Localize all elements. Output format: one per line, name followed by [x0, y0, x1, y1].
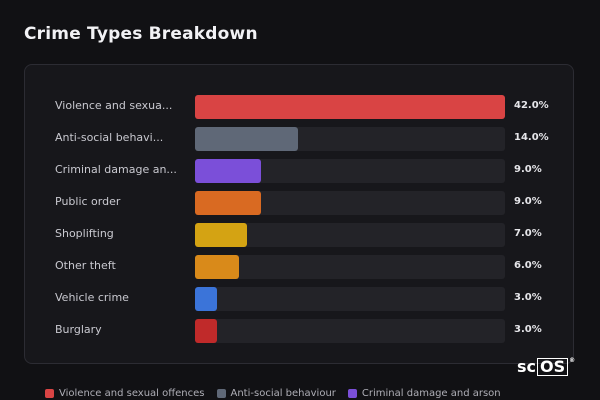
bar — [195, 127, 299, 151]
bar — [195, 159, 262, 183]
legend-item: Anti-social behaviour — [216, 387, 336, 400]
bar — [195, 95, 505, 119]
legend-label: Anti-social behaviour — [230, 388, 336, 399]
bar — [195, 287, 218, 311]
bar-value-label: 6.0% — [514, 260, 542, 271]
legend-label: Criminal damage and arson — [361, 388, 501, 399]
bar-track — [195, 191, 505, 215]
bar-track — [195, 223, 505, 247]
legend-swatch — [216, 389, 226, 398]
bar-row: Anti-social behavi... 14.0% — [25, 127, 575, 153]
bar-row: Shoplifting 7.0% — [25, 223, 575, 249]
bar-track — [195, 95, 505, 119]
bar-category-label: Criminal damage an... — [55, 163, 177, 176]
chart-card: Violence and sexua... 42.0% Anti-social be… — [24, 64, 574, 364]
bar — [195, 223, 247, 247]
legend-swatch — [347, 389, 357, 398]
scos-logo: sc OS ® — [517, 357, 575, 376]
bar-track — [195, 127, 505, 151]
legend-item: Violence and sexual offences — [45, 387, 205, 400]
bar-value-label: 9.0% — [514, 164, 542, 175]
bar-category-label: Shoplifting — [55, 227, 114, 240]
legend-label: Violence and sexual offences — [59, 388, 205, 399]
bar-value-label: 9.0% — [514, 196, 542, 207]
bar-category-label: Burglary — [55, 323, 102, 336]
bar-row: Vehicle crime 3.0% — [25, 287, 575, 313]
logo-text-os: OS — [537, 357, 569, 376]
bar-row: Criminal damage an... 9.0% — [25, 159, 575, 185]
bar — [195, 255, 240, 279]
bar-row: Other theft 6.0% — [25, 255, 575, 281]
bar-row: Public order 9.0% — [25, 191, 575, 217]
bar-category-label: Public order — [55, 195, 121, 208]
bar-value-label: 42.0% — [514, 100, 549, 111]
legend-item: Criminal damage and arson — [347, 387, 501, 400]
bar — [195, 319, 218, 343]
logo-registered-mark: ® — [569, 357, 576, 364]
bar-row: Violence and sexua... 42.0% — [25, 95, 575, 121]
bar — [195, 191, 262, 215]
legend-swatch — [45, 389, 54, 398]
bar-value-label: 3.0% — [514, 292, 542, 303]
bar-row: Burglary 3.0% — [25, 319, 575, 345]
bar-category-label: Vehicle crime — [55, 291, 129, 304]
bar-track — [195, 287, 505, 311]
bar-track — [195, 159, 505, 183]
bar-value-label: 7.0% — [514, 228, 542, 239]
chart-title: Crime Types Breakdown — [24, 24, 258, 44]
bar-track — [195, 255, 505, 279]
bar-value-label: 3.0% — [514, 324, 542, 335]
logo-text-sc: sc — [517, 357, 537, 376]
bar-category-label: Violence and sexua... — [55, 99, 173, 112]
bar-category-label: Other theft — [55, 259, 116, 272]
bar-category-label: Anti-social behavi... — [55, 131, 164, 144]
bar-track — [195, 319, 505, 343]
chart-legend: Violence and sexual offences Anti-social … — [45, 387, 501, 400]
bar-value-label: 14.0% — [514, 132, 549, 143]
